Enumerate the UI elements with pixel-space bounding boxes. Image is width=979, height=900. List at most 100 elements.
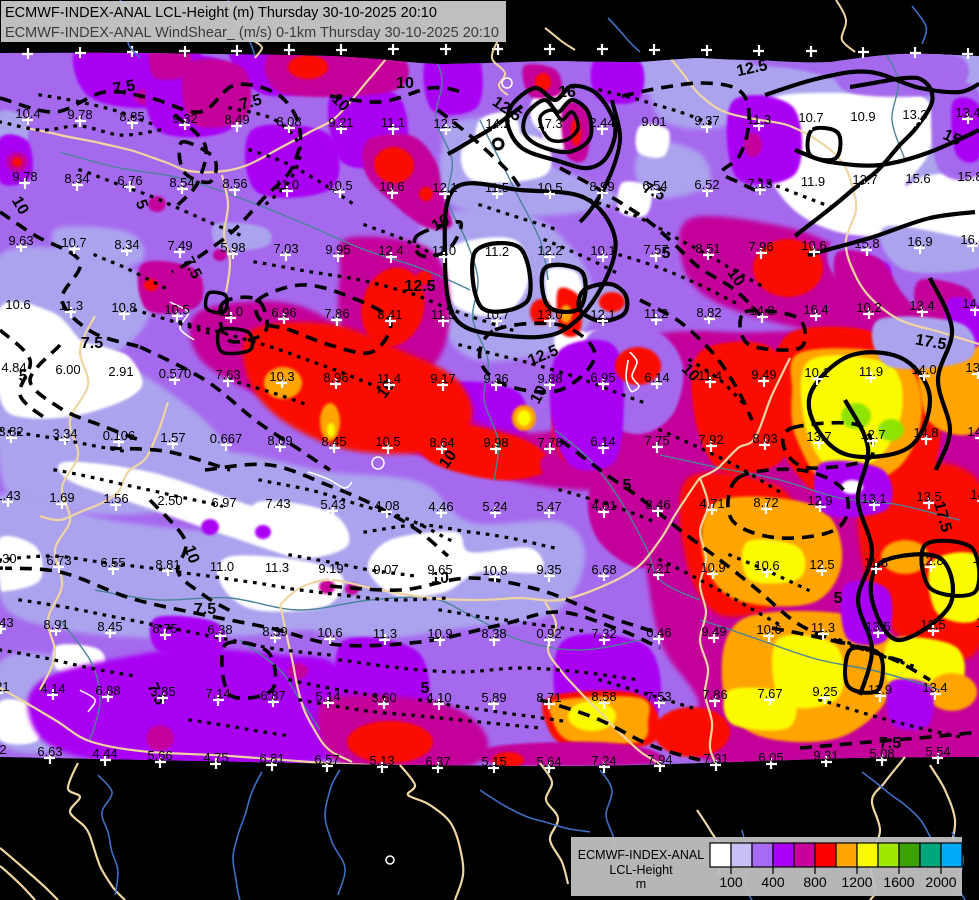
svg-text:10.3: 10.3: [269, 369, 294, 384]
svg-text:7.5: 7.5: [81, 335, 103, 352]
svg-text:3.46: 3.46: [645, 497, 670, 512]
svg-text:8.82: 8.82: [696, 305, 721, 320]
svg-text:12.5: 12.5: [433, 116, 458, 131]
svg-text:7.5: 7.5: [112, 77, 137, 98]
svg-text:7.67: 7.67: [757, 686, 782, 701]
svg-text:6.14: 6.14: [590, 434, 615, 449]
svg-text:6.81: 6.81: [259, 751, 284, 766]
svg-text:9.35: 9.35: [536, 562, 561, 577]
svg-text:12.4: 12.4: [378, 243, 403, 258]
svg-text:3.85: 3.85: [150, 684, 175, 699]
svg-text:5.08: 5.08: [869, 746, 894, 761]
svg-text:9.65: 9.65: [427, 562, 452, 577]
svg-text:14.2: 14.2: [485, 116, 510, 131]
svg-text:6.95: 6.95: [590, 370, 615, 385]
svg-text:10.5: 10.5: [375, 434, 400, 449]
svg-text:10.1: 10.1: [804, 365, 829, 380]
svg-text:10.5: 10.5: [537, 180, 562, 195]
svg-text:3.60: 3.60: [371, 690, 396, 705]
svg-text:17.5: 17.5: [914, 331, 948, 353]
svg-text:13.1: 13.1: [861, 491, 886, 506]
svg-text:10.1: 10.1: [590, 243, 615, 258]
svg-text:13.5: 13.5: [916, 489, 941, 504]
svg-text:11.0: 11.0: [219, 304, 243, 319]
svg-text:5: 5: [662, 245, 671, 262]
svg-text:7.94: 7.94: [647, 752, 672, 767]
svg-text:6.02: 6.02: [0, 742, 7, 757]
svg-text:13.5: 13.5: [865, 619, 890, 634]
svg-text:0.570: 0.570: [159, 366, 192, 381]
svg-text:8.03: 8.03: [752, 431, 777, 446]
svg-text:11.2: 11.2: [644, 306, 668, 321]
svg-text:9.37: 9.37: [694, 113, 719, 128]
svg-text:9.88: 9.88: [537, 371, 562, 386]
svg-text:8.96: 8.96: [323, 370, 348, 385]
svg-text:4.43: 4.43: [0, 615, 14, 630]
svg-text:4.14: 4.14: [40, 681, 65, 696]
svg-text:13.0: 13.0: [972, 551, 979, 566]
svg-text:4.71: 4.71: [699, 496, 724, 511]
svg-text:9.32: 9.32: [172, 111, 197, 126]
svg-text:6.54: 6.54: [642, 178, 667, 193]
svg-text:1.30: 1.30: [0, 551, 17, 566]
svg-text:5.98: 5.98: [220, 240, 245, 255]
svg-text:10.6: 10.6: [5, 297, 30, 312]
svg-text:12.9: 12.9: [807, 493, 832, 508]
svg-text:8.91: 8.91: [43, 617, 68, 632]
svg-text:13.0: 13.0: [537, 307, 562, 322]
svg-text:8.34: 8.34: [114, 237, 139, 252]
svg-text:7.32: 7.32: [591, 626, 616, 641]
svg-text:11.2: 11.2: [485, 244, 509, 259]
svg-text:12.1: 12.1: [590, 307, 615, 322]
svg-text:800: 800: [803, 874, 827, 890]
svg-text:11.1: 11.1: [381, 115, 405, 130]
svg-text:9.95: 9.95: [325, 242, 350, 257]
svg-text:14.0: 14.0: [970, 487, 979, 502]
svg-text:ECMWF-INDEX-ANAL WindShear_ (m: ECMWF-INDEX-ANAL WindShear_ (m/s) 0-1km …: [5, 25, 499, 41]
svg-text:1.43: 1.43: [0, 488, 21, 503]
svg-text:10.2: 10.2: [856, 300, 881, 315]
svg-text:5: 5: [421, 680, 430, 697]
svg-text:7.75: 7.75: [644, 433, 669, 448]
svg-text:11.0: 11.0: [432, 243, 456, 258]
svg-text:8.45: 8.45: [97, 619, 122, 634]
svg-text:5.66: 5.66: [147, 748, 172, 763]
svg-text:1.57: 1.57: [160, 430, 185, 445]
svg-text:2.50: 2.50: [157, 493, 182, 508]
svg-text:6.05: 6.05: [758, 750, 783, 765]
svg-text:8.41: 8.41: [377, 307, 402, 322]
svg-text:9.63: 9.63: [8, 233, 33, 248]
svg-text:13.7: 13.7: [965, 360, 979, 375]
svg-text:7.21: 7.21: [645, 561, 670, 576]
svg-text:10: 10: [429, 211, 453, 235]
svg-text:8.08: 8.08: [276, 114, 301, 129]
svg-text:8.56: 8.56: [222, 176, 247, 191]
svg-text:9.01: 9.01: [641, 114, 666, 129]
svg-text:11.9: 11.9: [859, 364, 883, 379]
svg-text:11.0: 11.0: [210, 559, 234, 574]
svg-text:7.96: 7.96: [748, 239, 773, 254]
svg-text:7.92: 7.92: [698, 432, 723, 447]
svg-text:7.57: 7.57: [643, 242, 668, 257]
svg-text:7.13: 7.13: [747, 176, 772, 191]
svg-text:10.6: 10.6: [379, 179, 404, 194]
svg-text:10.8: 10.8: [482, 563, 507, 578]
svg-text:9.17: 9.17: [430, 371, 455, 386]
svg-text:7.5: 7.5: [879, 735, 901, 752]
svg-text:6.63: 6.63: [37, 744, 62, 759]
svg-text:9.31: 9.31: [813, 748, 838, 763]
svg-text:5: 5: [623, 477, 632, 494]
svg-text:10: 10: [8, 194, 32, 218]
svg-text:8.38: 8.38: [481, 626, 506, 641]
svg-text:1200: 1200: [841, 874, 872, 890]
svg-text:100: 100: [719, 874, 743, 890]
svg-text:12.1: 12.1: [432, 180, 457, 195]
svg-text:5.47: 5.47: [536, 499, 561, 514]
svg-text:1600: 1600: [883, 874, 914, 890]
svg-text:m: m: [636, 877, 646, 891]
svg-text:12.5: 12.5: [404, 278, 435, 295]
svg-text:7.31: 7.31: [703, 751, 728, 766]
svg-text:7.03: 7.03: [273, 241, 298, 256]
svg-text:4.46: 4.46: [428, 499, 453, 514]
svg-text:9.78: 9.78: [12, 169, 37, 184]
